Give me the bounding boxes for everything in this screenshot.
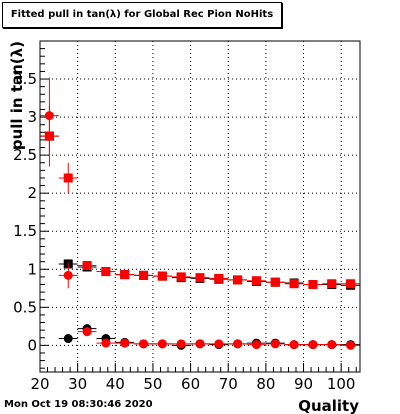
data-layer bbox=[40, 77, 360, 350]
x-tick-label: 90 bbox=[294, 375, 313, 393]
data-point-circle bbox=[346, 340, 356, 350]
data-point-square bbox=[327, 279, 337, 289]
chart-title: Fitted pull in tan(λ) for Global Rec Pio… bbox=[10, 9, 274, 20]
data-point-circle bbox=[214, 339, 224, 349]
data-point-square bbox=[233, 275, 243, 285]
x-tick-label: 70 bbox=[219, 375, 238, 393]
data-point-circle bbox=[120, 338, 130, 348]
y-axis-title: pull in tan(λ) bbox=[8, 41, 26, 150]
data-point-square bbox=[101, 267, 111, 277]
data-point-square bbox=[157, 271, 167, 281]
y-tick-label: 2 bbox=[27, 184, 37, 202]
data-point-circle bbox=[195, 339, 205, 349]
timestamp: Mon Oct 19 08:30:46 2020 bbox=[4, 399, 153, 410]
data-point-circle bbox=[82, 327, 92, 337]
data-point-circle bbox=[289, 340, 299, 350]
data-point-circle bbox=[251, 340, 261, 350]
data-point-square bbox=[308, 279, 318, 289]
y-tick-label: 0.5 bbox=[13, 298, 37, 316]
y-tick-label: 1.5 bbox=[13, 222, 37, 240]
y-tick-label: 0 bbox=[27, 336, 37, 354]
y-tick-label: 1 bbox=[27, 260, 37, 278]
data-point-square bbox=[176, 272, 186, 282]
data-point-circle bbox=[63, 270, 73, 280]
data-point-square bbox=[139, 270, 149, 280]
data-point-circle bbox=[176, 339, 186, 349]
data-point-circle bbox=[63, 334, 73, 344]
plot-frame bbox=[39, 40, 361, 373]
y-tick-label: 2.5 bbox=[13, 146, 37, 164]
data-point-circle bbox=[308, 340, 318, 350]
x-tick-label: 50 bbox=[143, 375, 162, 393]
x-tick-label: 80 bbox=[256, 375, 275, 393]
data-point-square bbox=[82, 260, 92, 270]
y-tick-label: 3 bbox=[27, 108, 37, 126]
plot-area bbox=[40, 41, 360, 372]
data-point-circle bbox=[233, 339, 243, 349]
data-point-circle bbox=[327, 340, 337, 350]
x-tick-label: 40 bbox=[106, 375, 125, 393]
x-tick-label: 20 bbox=[30, 375, 49, 393]
data-point-circle bbox=[139, 339, 149, 349]
x-tick-label: 30 bbox=[68, 375, 87, 393]
data-point-circle bbox=[101, 338, 111, 348]
data-point-square bbox=[346, 279, 356, 289]
data-point-circle bbox=[157, 339, 167, 349]
data-point-square bbox=[63, 173, 73, 183]
x-tick-label: 60 bbox=[181, 375, 200, 393]
x-tick-label: 100 bbox=[327, 375, 356, 393]
data-point-square bbox=[270, 277, 280, 287]
data-point-square bbox=[120, 270, 130, 280]
data-point-circle bbox=[44, 111, 54, 121]
data-series bbox=[40, 77, 360, 350]
data-point-circle bbox=[270, 339, 280, 349]
data-point-square bbox=[195, 273, 205, 283]
data-point-square bbox=[251, 276, 261, 286]
y-tick-label: 3.5 bbox=[13, 70, 37, 88]
data-point-square bbox=[289, 279, 299, 289]
data-point-square bbox=[214, 273, 224, 283]
x-axis-title: Quality bbox=[298, 397, 359, 414]
axes: 20 30 40 50 60 70 80 90 100 0 0.5 1 1.5 2 2.5 3 3.5 bbox=[13, 48, 357, 393]
chart-title-box: Fitted pull in tan(λ) for Global Rec Pio… bbox=[2, 2, 282, 28]
